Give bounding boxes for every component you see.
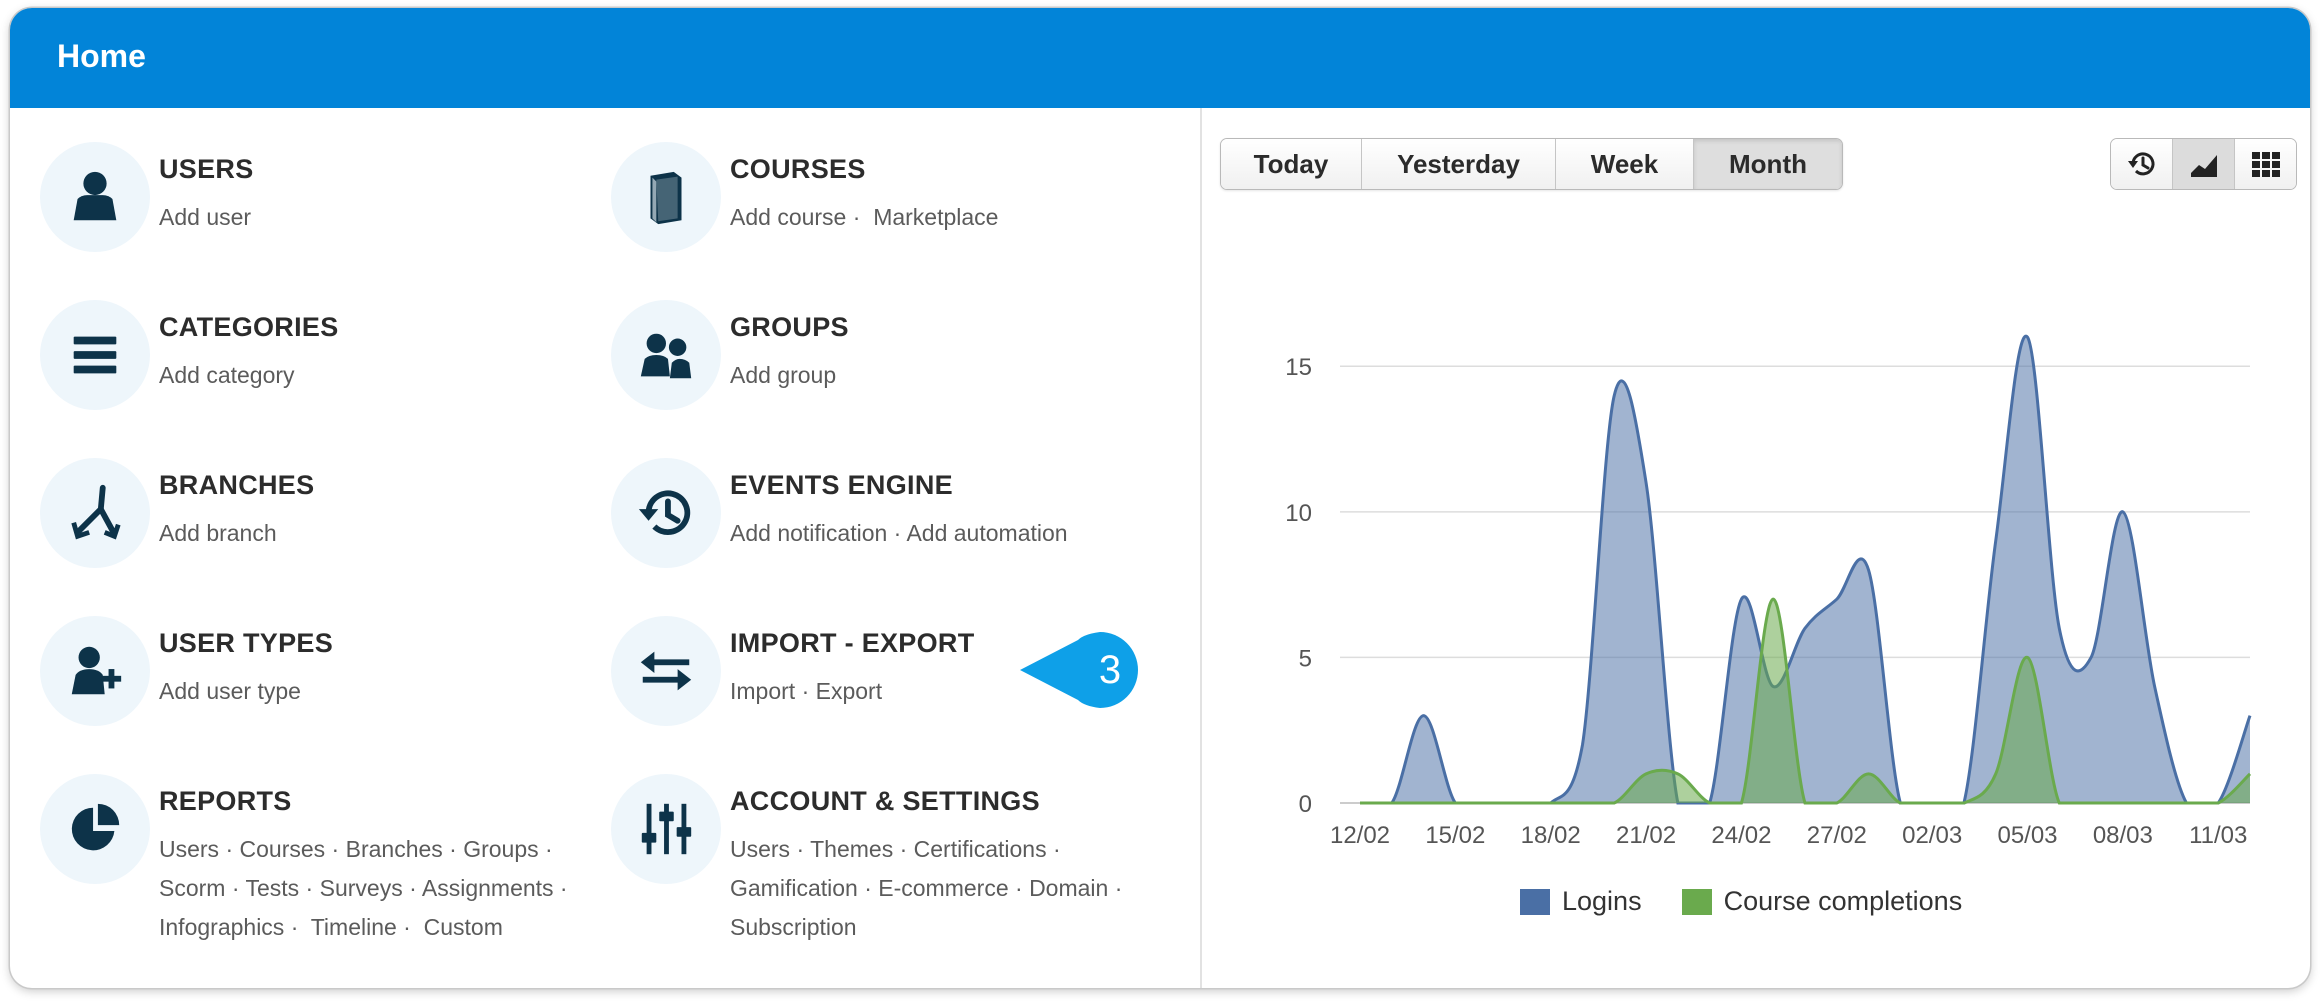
add-user-type-link[interactable]: Add user type <box>159 678 301 704</box>
branch-icon[interactable] <box>40 458 150 568</box>
legend-completions-label: Course completions <box>1723 886 1963 916</box>
report-infographics-link[interactable]: Infographics · <box>159 914 299 940</box>
export-link[interactable]: Export <box>815 678 883 704</box>
period-selector: Today Yesterday Week Month <box>1220 138 1843 190</box>
page-title: Home <box>57 38 146 74</box>
categories-links: Add category <box>159 356 609 395</box>
report-timeline-link[interactable]: Timeline · <box>310 914 411 940</box>
completions-swatch <box>1681 888 1712 915</box>
courses-links: Add course · Marketplace <box>730 198 1180 237</box>
list-icon[interactable] <box>40 300 150 410</box>
history-icon[interactable] <box>2111 139 2173 189</box>
report-users-link[interactable]: Users · <box>159 836 234 862</box>
y-tick-label: 15 <box>1285 354 1312 381</box>
area-chart-icon[interactable] <box>2173 139 2235 189</box>
settings-gamification-link[interactable]: Gamification · <box>730 875 872 901</box>
view-selector <box>2110 138 2297 190</box>
history-icon[interactable] <box>611 458 721 568</box>
branches-links: Add branch <box>159 514 609 553</box>
callout-number: 3 <box>1098 648 1122 692</box>
add-notification-link[interactable]: Add notification · <box>730 520 902 546</box>
y-tick-label: 10 <box>1285 500 1312 527</box>
user-types-title[interactable]: USER TYPES <box>159 628 334 658</box>
y-tick-label: 0 <box>1299 791 1312 818</box>
legend-completions[interactable]: Course completions <box>1681 886 1963 917</box>
account-settings-title[interactable]: ACCOUNT & SETTINGS <box>730 786 1040 816</box>
add-branch-link[interactable]: Add branch <box>159 520 277 546</box>
legend-logins-label: Logins <box>1562 886 1642 916</box>
import-export-links: Import · Export <box>730 672 1180 711</box>
book-icon[interactable] <box>611 142 721 252</box>
settings-certifications-link[interactable]: Certifications · <box>913 836 1061 862</box>
users-title[interactable]: USERS <box>159 154 254 184</box>
categories-title[interactable]: CATEGORIES <box>159 312 339 342</box>
month-button[interactable]: Month <box>1694 139 1842 189</box>
week-button[interactable]: Week <box>1556 139 1694 189</box>
user-types-links: Add user type <box>159 672 609 711</box>
home-panel: Home USERS Add user COURSES Add course ·… <box>10 8 2310 988</box>
activity-chart: 0 5 10 15 12/02 15/02 18/02 21/02 24/02 27/02 02/0… <box>1285 334 2252 849</box>
x-tick-label: 11/03 <box>2189 822 2247 849</box>
x-tick-label: 02/03 <box>1902 822 1962 849</box>
logins-area <box>1360 336 2250 803</box>
report-branches-link[interactable]: Branches · <box>345 836 457 862</box>
settings-users-link[interactable]: Users · <box>730 836 805 862</box>
y-tick-label: 5 <box>1299 645 1312 672</box>
groups-title[interactable]: GROUPS <box>730 312 849 342</box>
x-tick-label: 21/02 <box>1616 822 1676 849</box>
report-assignments-link[interactable]: Assignments · <box>421 875 568 901</box>
add-category-link[interactable]: Add category <box>159 362 295 388</box>
today-button[interactable]: Today <box>1221 139 1362 189</box>
x-tick-label: 05/03 <box>1997 822 2057 849</box>
report-surveys-link[interactable]: Surveys · <box>319 875 417 901</box>
users-links: Add user <box>159 198 609 237</box>
account-settings-links: Users · Themes · Certifications · Gamifi… <box>730 830 1180 947</box>
settings-ecommerce-link[interactable]: E-commerce · <box>878 875 1023 901</box>
group-icon[interactable] <box>611 300 721 410</box>
import-link[interactable]: Import · <box>730 678 810 704</box>
logins-swatch <box>1520 888 1550 915</box>
settings-themes-link[interactable]: Themes · <box>810 836 908 862</box>
settings-subscription-link[interactable]: Subscription <box>730 914 857 940</box>
reports-title[interactable]: REPORTS <box>159 786 292 816</box>
groups-links: Add group <box>730 356 1180 395</box>
legend-logins[interactable]: Logins <box>1520 886 1642 917</box>
x-tick-label: 08/03 <box>2093 822 2153 849</box>
transfer-icon[interactable] <box>611 616 721 726</box>
report-groups-link[interactable]: Groups · <box>463 836 553 862</box>
settings-domain-link[interactable]: Domain · <box>1029 875 1123 901</box>
panel-divider <box>1200 108 1202 988</box>
grid-icon[interactable] <box>2235 139 2296 189</box>
branches-title[interactable]: BRANCHES <box>159 470 315 500</box>
sliders-icon[interactable] <box>611 774 721 884</box>
completions-line <box>1360 597 2252 805</box>
callout-badge <box>1020 632 1138 708</box>
add-automation-link[interactable]: Add automation <box>906 520 1068 546</box>
courses-title[interactable]: COURSES <box>730 154 866 184</box>
report-courses-link[interactable]: Courses · <box>239 836 340 862</box>
events-engine-title[interactable]: EVENTS ENGINE <box>730 470 953 500</box>
yesterday-button[interactable]: Yesterday <box>1362 139 1556 189</box>
x-tick-label: 27/02 <box>1807 822 1867 849</box>
report-scorm-link[interactable]: Scorm · <box>159 875 240 901</box>
x-tick-label: 15/02 <box>1425 822 1485 849</box>
x-tick-label: 24/02 <box>1711 822 1771 849</box>
add-group-link[interactable]: Add group <box>730 362 837 388</box>
marketplace-link[interactable]: Marketplace <box>873 204 999 230</box>
user-icon[interactable] <box>40 142 150 252</box>
pie-chart-icon[interactable] <box>40 774 150 884</box>
report-tests-link[interactable]: Tests · <box>245 875 314 901</box>
import-export-title[interactable]: IMPORT - EXPORT <box>730 628 975 658</box>
header-bar: Home <box>10 8 2310 108</box>
completions-area <box>1360 599 2250 803</box>
x-tick-label: 12/02 <box>1330 822 1390 849</box>
add-course-link[interactable]: Add course · <box>730 204 861 230</box>
add-user-link[interactable]: Add user <box>159 204 252 230</box>
report-custom-link[interactable]: Custom <box>423 914 503 940</box>
chart-legend: Logins Course completions <box>1520 886 2002 917</box>
x-tick-label: 18/02 <box>1521 822 1581 849</box>
reports-links: Users · Courses · Branches · Groups · Sc… <box>159 830 609 947</box>
events-engine-links: Add notification · Add automation <box>730 514 1180 553</box>
user-plus-icon[interactable] <box>40 616 150 726</box>
